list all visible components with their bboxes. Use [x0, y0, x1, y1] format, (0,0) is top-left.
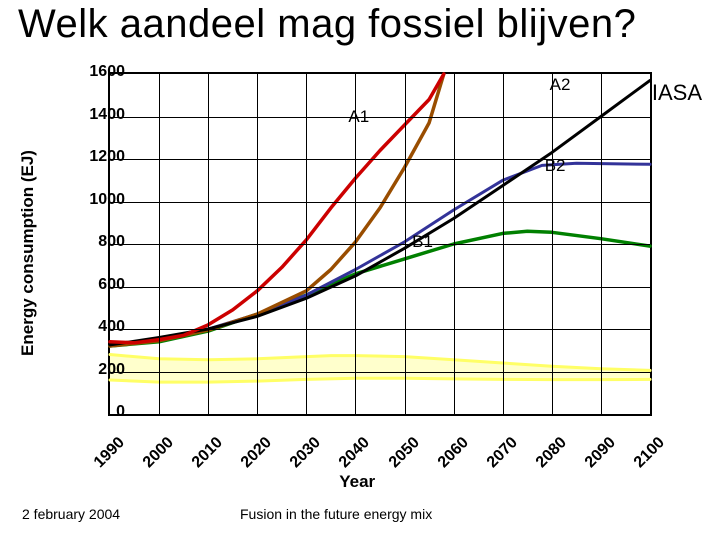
scenario-chart: Energy consumption (EJ) Year 02004006008…: [30, 60, 670, 480]
y-tick: 800: [65, 233, 125, 251]
y-tick: 1200: [65, 148, 125, 166]
x-tick: 2090: [572, 434, 620, 482]
series-label-B2: B2: [545, 156, 566, 176]
x-tick: 2010: [179, 434, 227, 482]
gridline: [110, 202, 650, 203]
x-tick: 2030: [277, 434, 325, 482]
y-tick: 0: [65, 403, 125, 421]
x-tick: 2000: [130, 434, 178, 482]
x-tick: 2100: [621, 434, 669, 482]
y-tick: 200: [65, 361, 125, 379]
plot-area: [108, 72, 652, 416]
y-tick: 1400: [65, 106, 125, 124]
slide: Welk aandeel mag fossiel blijven? IIASA …: [0, 0, 720, 540]
gridline: [110, 117, 650, 118]
y-tick: 1000: [65, 191, 125, 209]
series-label-A2: A2: [550, 75, 571, 95]
y-axis-label: Energy consumption (EJ): [18, 150, 38, 356]
series-label-B1: B1: [412, 232, 433, 252]
gridline: [110, 329, 650, 330]
x-tick: 2050: [375, 434, 423, 482]
footer-center: Fusion in the future energy mix: [240, 506, 432, 522]
slide-title: Welk aandeel mag fossiel blijven?: [18, 2, 636, 47]
series-B2: [110, 163, 650, 346]
gridline: [110, 244, 650, 245]
x-tick: 2060: [424, 434, 472, 482]
series-A2: [110, 80, 650, 345]
x-tick: 1990: [81, 434, 129, 482]
footer-date: 2 february 2004: [22, 506, 120, 522]
x-tick: 2070: [473, 434, 521, 482]
y-tick: 1600: [65, 63, 125, 81]
gridline: [110, 372, 650, 373]
x-tick: 2080: [522, 434, 570, 482]
y-tick: 400: [65, 318, 125, 336]
x-tick: 2020: [228, 434, 276, 482]
gridline: [110, 287, 650, 288]
series-label-A1: A1: [348, 107, 369, 127]
y-tick: 600: [65, 276, 125, 294]
gridline: [110, 159, 650, 160]
